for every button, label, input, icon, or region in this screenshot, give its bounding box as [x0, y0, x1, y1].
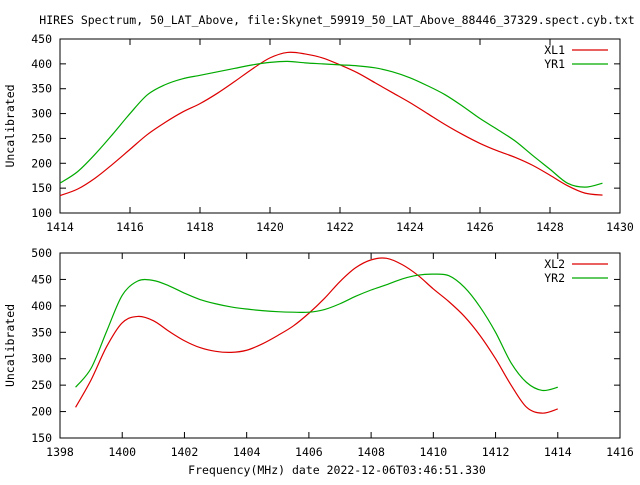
- series-line-xl2: [75, 257, 558, 414]
- legend-label-xl1: XL1: [544, 43, 565, 57]
- x-tick-label: 1406: [295, 445, 323, 459]
- x-tick-label: 1416: [606, 445, 634, 459]
- x-tick-label: 1428: [536, 220, 564, 234]
- x-tick-label: 1398: [46, 445, 74, 459]
- y-tick-label: 450: [31, 272, 52, 286]
- y-axis-label: Uncalibrated: [3, 304, 17, 387]
- y-tick-label: 500: [31, 246, 52, 260]
- y-axis-label: Uncalibrated: [3, 84, 17, 167]
- x-tick-label: 1410: [419, 445, 447, 459]
- y-tick-label: 250: [31, 131, 52, 145]
- legend-label-yr2: YR2: [544, 271, 565, 285]
- x-tick-label: 1430: [606, 220, 634, 234]
- x-tick-label: 1424: [396, 220, 424, 234]
- legend-label-yr1: YR1: [544, 57, 565, 71]
- figure-title: HIRES Spectrum, 50_LAT_Above, file:Skyne…: [39, 13, 634, 27]
- panel-bottom: 150 200 250 300 350 400 450 500 1398 1400 1402 1404…: [3, 246, 634, 459]
- x-tick-label: 1414: [46, 220, 74, 234]
- y-tick-label: 400: [31, 57, 52, 71]
- x-tick-label: 1404: [233, 445, 261, 459]
- x-tick-label: 1418: [186, 220, 214, 234]
- x-tick-label: 1414: [544, 445, 572, 459]
- series-line-yr1: [59, 60, 603, 188]
- x-tick-label: 1420: [256, 220, 284, 234]
- series-line-yr2: [75, 273, 558, 392]
- x-tick-label: 1408: [357, 445, 385, 459]
- series-line-xl1: [59, 51, 603, 197]
- legend-label-xl2: XL2: [544, 257, 565, 271]
- y-tick-label: 450: [31, 32, 52, 46]
- y-tick-label: 100: [31, 206, 52, 220]
- x-tick-label: 1416: [116, 220, 144, 234]
- x-tick-label: 1422: [326, 220, 354, 234]
- plot-frame: [59, 252, 621, 439]
- y-tick-label: 250: [31, 378, 52, 392]
- y-tick-label: 350: [31, 82, 52, 96]
- x-tick-label: 1426: [466, 220, 494, 234]
- y-tick-label: 350: [31, 325, 52, 339]
- y-tick-label: 300: [31, 352, 52, 366]
- panel-top: 100 150 200 250 300 350 400 450 1414 1416 1418 1420…: [3, 32, 634, 234]
- y-tick-label: 200: [31, 405, 52, 419]
- y-tick-label: 200: [31, 156, 52, 170]
- y-tick-label: 150: [31, 181, 52, 195]
- x-tick-label: 1412: [482, 445, 510, 459]
- y-tick-label: 300: [31, 107, 52, 121]
- x-tick-label: 1402: [171, 445, 199, 459]
- x-tick-label: 1400: [108, 445, 136, 459]
- x-axis-footer-label: Frequency(MHz) date 2022-12-06T03:46:51.…: [188, 463, 486, 477]
- y-tick-label: 150: [31, 431, 52, 445]
- y-tick-label: 400: [31, 299, 52, 313]
